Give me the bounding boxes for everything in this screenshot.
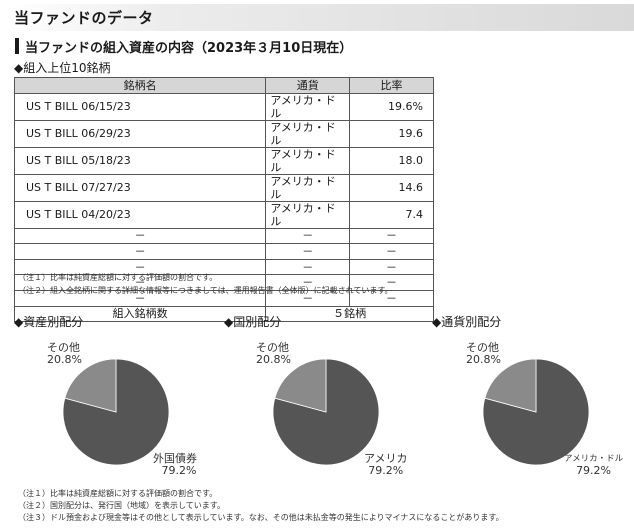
top10-note-1: （注１）比率は純資産総額に対する評価額の割合です。	[18, 273, 218, 282]
holding-ratio-cell: －	[349, 227, 434, 245]
pie-slice-other	[64, 358, 117, 413]
header-bar	[10, 4, 634, 31]
column-header-ratio: 比率	[349, 77, 434, 94]
holding-ratio-cell: －	[349, 258, 434, 276]
holding-currency-cell: アメリカ・ドル	[265, 146, 351, 175]
holding-ratio-cell: －	[349, 243, 434, 260]
table-row: US T BILL 06/29/23 アメリカ・ドル 19.6	[13, 119, 434, 148]
column-header-currency: 通貨	[265, 77, 351, 94]
holding-name-cell: US T BILL 06/29/23	[13, 119, 267, 148]
country-other-label: その他 20.8%	[256, 341, 291, 366]
holding-ratio-cell: 7.4	[349, 200, 434, 229]
holding-ratio-cell: 19.6	[349, 119, 434, 148]
allocation-note-1: （注１）比率は純資産総額に対する評価額の割合です。	[18, 489, 218, 498]
holding-currency-cell: アメリカ・ドル	[265, 92, 351, 121]
holding-name-cell: US T BILL 06/15/23	[13, 92, 267, 121]
allocation-note-2: （注２）国別配分は、発行国（地域）を表示しています。	[18, 501, 225, 510]
table-row: －－－	[13, 227, 434, 245]
holding-currency-cell: アメリカ・ドル	[265, 119, 351, 148]
holding-currency-cell: －	[265, 227, 351, 245]
holding-name-cell: US T BILL 04/20/23	[13, 200, 267, 229]
holdings-count-label: 組入銘柄数	[13, 305, 267, 323]
holding-ratio-cell: 18.0	[349, 146, 434, 175]
table-header-row: 銘柄名 通貨 比率	[13, 77, 434, 94]
currency-main-label: アメリカ・ドル 79.2%	[564, 454, 624, 477]
holding-ratio-cell: －	[349, 289, 434, 307]
table-row: US T BILL 04/20/23 アメリカ・ドル 7.4	[13, 200, 434, 229]
asset-other-label: その他 20.8%	[47, 341, 82, 366]
country-main-label: アメリカ 79.2%	[364, 452, 408, 477]
column-header-name: 銘柄名	[13, 77, 267, 94]
holdings-count-value: ５銘柄	[265, 305, 434, 323]
holding-name-cell: US T BILL 05/18/23	[13, 146, 267, 175]
holding-ratio-cell: 14.6	[349, 173, 434, 202]
currency-allocation-heading: ◆通貨別配分	[432, 315, 502, 329]
holding-name-cell: －	[13, 227, 267, 245]
asset-allocation-heading: ◆資産別配分	[14, 315, 84, 329]
holding-name-cell: －	[13, 243, 267, 260]
top10-heading: ◆組入上位10銘柄	[14, 61, 111, 75]
holdings-table: 銘柄名 通貨 比率 US T BILL 06/15/23 アメリカ・ドル 19.6%…	[13, 77, 434, 323]
table-row: US T BILL 07/27/23 アメリカ・ドル 14.6	[13, 173, 434, 202]
section-marker	[15, 38, 19, 54]
table-row: US T BILL 06/15/23 アメリカ・ドル 19.6%	[13, 92, 434, 121]
allocation-note-3: （注３）ドル預金および現金等はその他として表示しています。なお、その他は未払金等…	[18, 513, 504, 522]
asset-allocation-pie	[62, 358, 170, 466]
table-row: US T BILL 05/18/23 アメリカ・ドル 18.0	[13, 146, 434, 175]
country-allocation-pie	[272, 358, 380, 466]
section-title: 当ファンドの組入資産の内容（2023年３月10日現在）	[25, 41, 353, 56]
asset-main-label: 外国債券 79.2%	[153, 452, 197, 477]
currency-allocation-pie	[482, 358, 590, 466]
holding-ratio-cell: 19.6%	[349, 92, 434, 121]
country-allocation-heading: ◆国別配分	[224, 315, 282, 329]
holding-currency-cell: アメリカ・ドル	[265, 173, 351, 202]
pie-slice-other	[484, 358, 537, 413]
top10-note-2: （注２）組入全銘柄に関する詳細な情報等につきましては、運用報告書（全体版）に記載…	[18, 286, 393, 295]
currency-other-label: その他 20.8%	[466, 341, 501, 366]
table-row: －－－	[13, 243, 434, 260]
holding-currency-cell: アメリカ・ドル	[265, 200, 351, 229]
holding-currency-cell: －	[265, 258, 351, 276]
holdings-count-row: 組入銘柄数 ５銘柄	[13, 305, 434, 323]
holding-name-cell: US T BILL 07/27/23	[13, 173, 267, 202]
pie-slice-other	[274, 358, 327, 413]
page-title: 当ファンドのデータ	[14, 9, 154, 27]
holding-currency-cell: －	[265, 243, 351, 260]
